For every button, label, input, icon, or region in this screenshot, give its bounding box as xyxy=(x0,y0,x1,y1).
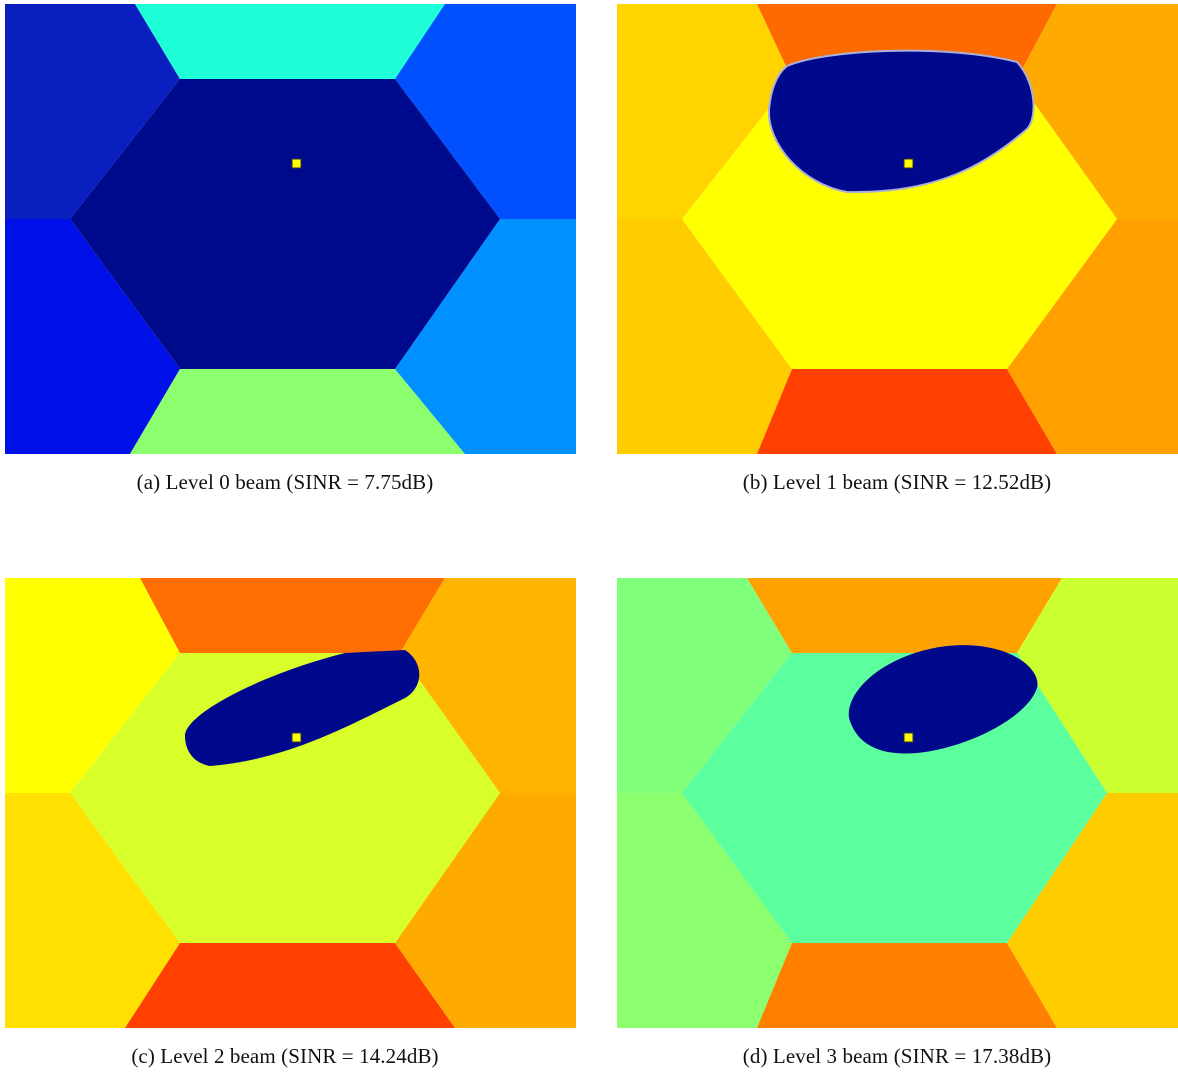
caption-b: (b) Level 1 beam (SINR = 12.52dB) xyxy=(607,470,1178,495)
caption-a: (a) Level 0 beam (SINR = 7.75dB) xyxy=(0,470,575,495)
caption-d: (d) Level 3 beam (SINR = 17.38dB) xyxy=(607,1044,1178,1069)
caption-c: (c) Level 2 beam (SINR = 14.24dB) xyxy=(0,1044,575,1069)
heatmap-d xyxy=(617,578,1178,1028)
panel-d xyxy=(617,578,1178,1028)
cell-top xyxy=(140,578,445,653)
heatmap-b xyxy=(617,4,1178,454)
user-marker xyxy=(292,159,301,168)
panel-b xyxy=(617,4,1178,454)
user-marker xyxy=(904,159,913,168)
cell-top xyxy=(747,578,1062,653)
panel-c xyxy=(5,578,576,1028)
cell-bottom xyxy=(757,943,1057,1028)
user-marker xyxy=(904,733,913,742)
panel-a xyxy=(5,4,576,454)
heatmap-a xyxy=(5,4,576,454)
cell-top xyxy=(135,4,445,79)
cell-bottom xyxy=(757,369,1057,454)
heatmap-c xyxy=(5,578,576,1028)
user-marker xyxy=(292,733,301,742)
